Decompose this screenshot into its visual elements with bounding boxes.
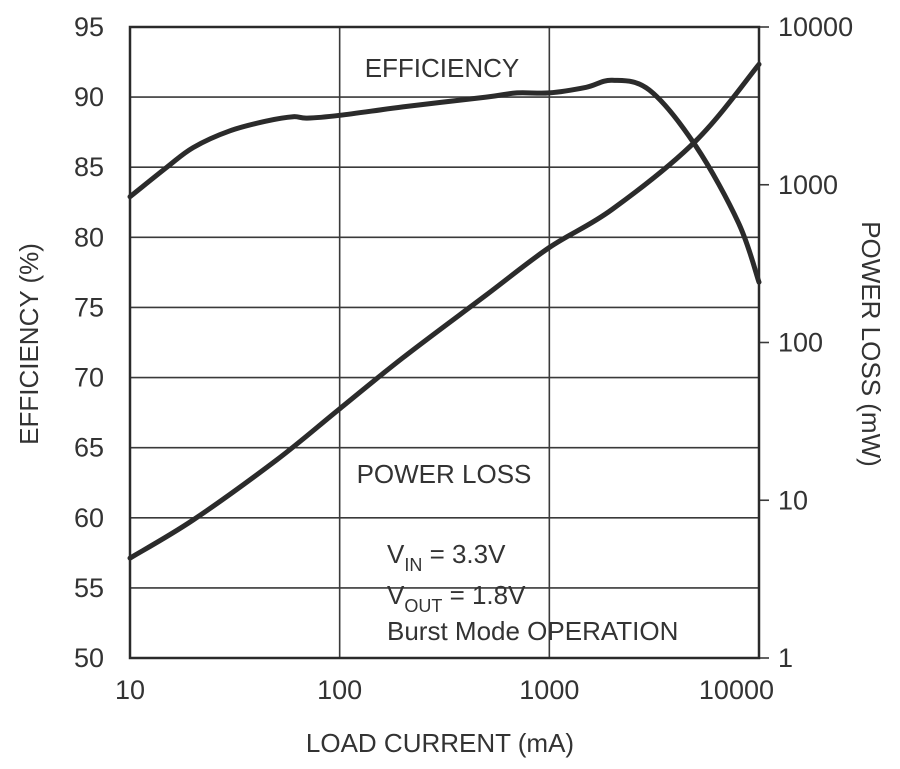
efficiency-annotation: EFFICIENCY — [365, 53, 520, 83]
y-left-tick-label: 95 — [74, 12, 104, 42]
x-axis-title: LOAD CURRENT (mA) — [306, 728, 574, 758]
x-tick-label: 1000 — [519, 675, 579, 705]
y-left-tick-label: 50 — [74, 643, 104, 673]
tick-labels: 50 55 60 65 70 75 80 85 90 95 1 10 100 1000 10000 10 100… — [74, 12, 853, 705]
y-right-tick-label: 1000 — [778, 170, 838, 200]
efficiency-curve — [127, 77, 762, 285]
vout-annotation-sub: OUT — [404, 596, 442, 616]
y-left-tick-label: 75 — [74, 292, 104, 322]
y-right-tick-label: 100 — [778, 328, 823, 358]
y-axis-left-title: EFFICIENCY (%) — [14, 243, 44, 445]
burst-mode-annotation: Burst Mode OPERATION — [387, 616, 678, 646]
y-right-tick-label: 10000 — [778, 12, 853, 42]
power-loss-curve — [127, 61, 762, 561]
vout-annotation-value: = 1.8V — [442, 580, 526, 610]
y-axis-right-title: POWER LOSS (mW) — [856, 221, 886, 467]
power-loss-annotation: POWER LOSS — [357, 459, 532, 489]
y-right-tick-label: 10 — [778, 485, 808, 515]
vout-annotation: VOUT = 1.8V — [387, 580, 526, 616]
curves — [127, 61, 762, 561]
vin-annotation-sub: IN — [404, 555, 422, 575]
plot-frame — [128, 25, 761, 660]
vin-annotation: VIN = 3.3V — [387, 539, 506, 575]
vout-annotation-v: V — [387, 580, 405, 610]
y-left-tick-label: 65 — [74, 433, 104, 463]
y-left-tick-label: 60 — [74, 503, 104, 533]
vin-annotation-value: = 3.3V — [422, 539, 506, 569]
x-tick-label: 10 — [115, 675, 145, 705]
y-left-tick-label: 85 — [74, 152, 104, 182]
y-right-tick-label: 1 — [778, 643, 793, 673]
y-left-tick-label: 90 — [74, 82, 104, 112]
y-left-tick-label: 55 — [74, 573, 104, 603]
x-tick-label: 100 — [317, 675, 362, 705]
x-tick-label: 10000 — [699, 675, 774, 705]
y-left-tick-label: 70 — [74, 363, 104, 393]
vin-annotation-v: V — [387, 539, 405, 569]
y-left-tick-label: 80 — [74, 222, 104, 252]
